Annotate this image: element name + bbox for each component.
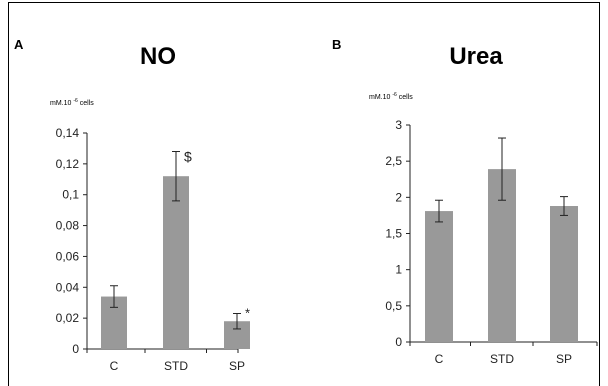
panel-b-unit-exponent: -6 — [392, 92, 397, 98]
panel-a-significance-marker: * — [245, 306, 250, 321]
panel-a-title: NO — [140, 43, 176, 70]
panel-b-unit-prefix: mM.10 — [369, 94, 391, 101]
panel-a-unit-suffix: cells — [80, 100, 95, 107]
panel-b-y-tick-label: 1,5 — [385, 227, 402, 241]
panel-a-x-tick-label: SP — [229, 359, 245, 373]
panel-b-y-tick-label: 0 — [395, 335, 402, 349]
panel-a-y-tick-label: 0,12 — [56, 157, 80, 171]
figure-border-top — [8, 2, 600, 3]
panel-b-x-tick-label: C — [435, 352, 444, 366]
panel-b-y-tick-label: 0,5 — [385, 299, 402, 313]
panel-b-bar — [550, 206, 578, 342]
panel-b-bar — [425, 211, 453, 342]
panel-b-unit-label: mM.10 -6 cells — [369, 91, 413, 101]
panel-b-unit-suffix: cells — [399, 94, 414, 101]
panel-b-y-tick-label: 1 — [395, 263, 402, 277]
panel-a-y-tick-label: 0,1 — [62, 188, 79, 202]
panel-b-y-tick-label: 3 — [395, 118, 402, 132]
panel-a-significance-marker: $ — [184, 149, 192, 165]
panel-b-title: Urea — [449, 43, 503, 70]
panel-b-x-tick-label: STD — [490, 352, 514, 366]
panel-a-y-tick-label: 0,02 — [56, 311, 80, 325]
figure-border-left — [8, 2, 9, 386]
panel-a-y-tick-label: 0,06 — [56, 249, 80, 263]
panel-a-y-tick-label: 0 — [72, 342, 79, 356]
panel-b-y-tick-label: 2 — [395, 190, 402, 204]
panel-a-unit-exponent: -6 — [73, 98, 78, 104]
panel-b-plot: 0 0,5 1 1,5 2 2,5 3 C STD SP — [385, 118, 598, 366]
panel-a-unit-label: mM.10 -6 cells — [50, 97, 94, 107]
panel-a-x-tick-label: STD — [164, 359, 188, 373]
panel-a-x-tick-label: C — [110, 359, 119, 373]
panel-b-x-tick-label: SP — [556, 352, 572, 366]
panel-b-y-tick-label: 2,5 — [385, 154, 402, 168]
panel-a-unit-prefix: mM.10 — [50, 100, 72, 107]
figure-border-right — [599, 2, 600, 386]
panel-a-y-tick-label: 0,08 — [56, 219, 80, 233]
panel-b-label: B — [332, 37, 341, 52]
panel-a-bar — [163, 176, 189, 349]
panel-a-plot: 0 0,02 0,04 0,06 0,08 0,1 0,12 0,14 C STD $ SP * — [56, 126, 250, 373]
panel-a-y-tick-label: 0,14 — [56, 126, 80, 140]
panel-a-label: A — [14, 37, 24, 52]
panel-a-y-tick-label: 0,04 — [56, 280, 80, 294]
